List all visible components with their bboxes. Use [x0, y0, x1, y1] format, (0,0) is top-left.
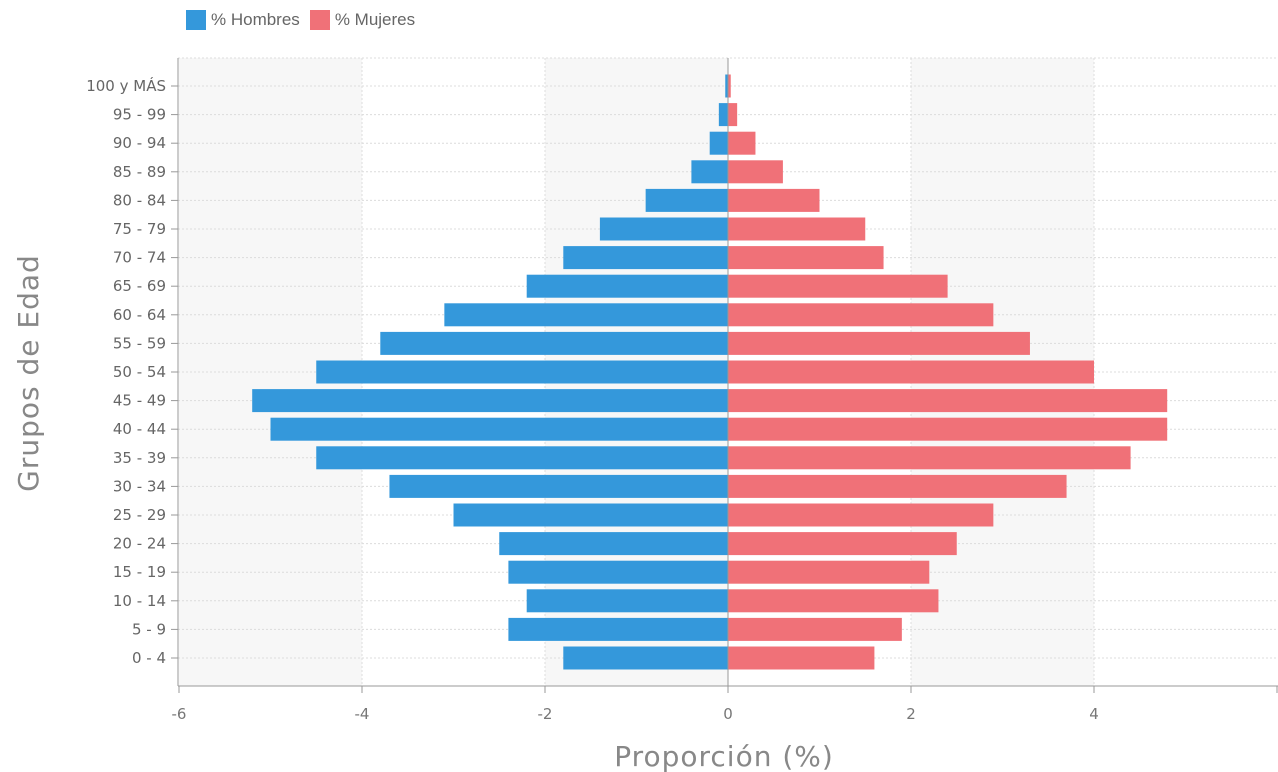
y-axis-title: Grupos de Edad	[12, 254, 45, 492]
bar-male	[563, 646, 728, 670]
bar-male	[453, 503, 728, 527]
bar-female	[728, 417, 1168, 441]
bar-female	[728, 503, 994, 527]
bar-female	[728, 560, 930, 584]
x-tick-label: -4	[355, 705, 370, 723]
legend-item-female[interactable]: % Mujeres	[309, 10, 416, 30]
bar-female	[728, 360, 1094, 384]
bar-female	[728, 103, 738, 127]
bar-female	[728, 617, 902, 641]
y-tick-label: 90 - 94	[113, 134, 166, 152]
bar-male	[316, 360, 728, 384]
bar-female	[728, 532, 957, 556]
bars	[252, 74, 1168, 670]
x-tick-label: 0	[723, 705, 733, 723]
y-tick-label: 100 y MÁS	[86, 76, 166, 95]
bar-female	[728, 474, 1067, 498]
legend-label-male: % Hombres	[211, 10, 300, 29]
bar-male	[691, 160, 728, 184]
bar-female	[728, 217, 866, 241]
y-tick-label: 40 - 44	[113, 420, 166, 438]
legend: % Hombres % Mujeres	[186, 10, 417, 30]
x-tick-labels: -6-4-20246	[172, 705, 1278, 723]
x-tick-label: 2	[906, 705, 916, 723]
y-tick-label: 95 - 99	[113, 106, 166, 124]
bar-female	[728, 188, 820, 212]
x-axis-title: Proporción (%)	[614, 740, 834, 772]
bar-male	[508, 560, 728, 584]
legend-swatch-male	[186, 10, 206, 30]
bar-female	[728, 331, 1030, 355]
bar-female	[728, 160, 783, 184]
y-tick-label: 10 - 14	[113, 592, 166, 610]
y-tick-label: 25 - 29	[113, 506, 166, 524]
bar-male	[718, 103, 728, 127]
bar-male	[526, 274, 728, 298]
y-tick-label: 75 - 79	[113, 220, 166, 238]
y-tick-label: 30 - 34	[113, 477, 166, 495]
y-tick-label: 60 - 64	[113, 306, 166, 324]
bar-male	[380, 331, 728, 355]
bar-male	[645, 188, 728, 212]
bar-female	[728, 303, 994, 327]
y-tick-label: 55 - 59	[113, 334, 166, 352]
y-tick-label: 15 - 19	[113, 563, 166, 581]
y-tick-label: 65 - 69	[113, 277, 166, 295]
bar-male	[709, 131, 728, 155]
bar-male	[499, 532, 728, 556]
bar-female	[728, 646, 875, 670]
bar-female	[728, 389, 1168, 413]
bar-male	[599, 217, 728, 241]
x-tick-label: -6	[172, 705, 187, 723]
legend-item-male[interactable]: % Hombres	[186, 10, 300, 30]
bar-male	[725, 74, 728, 98]
bar-male	[252, 389, 728, 413]
bar-male	[316, 446, 728, 470]
y-tick-label: 35 - 39	[113, 449, 166, 467]
y-tick-label: 20 - 24	[113, 535, 166, 553]
bar-female	[728, 446, 1131, 470]
bar-male	[389, 474, 728, 498]
bar-male	[270, 417, 728, 441]
y-tick-label: 85 - 89	[113, 163, 166, 181]
legend-swatch-female	[309, 10, 330, 30]
bar-male	[508, 617, 728, 641]
bar-female	[728, 246, 884, 270]
axes	[171, 58, 1278, 693]
legend-label-female: % Mujeres	[334, 10, 416, 29]
bar-male	[563, 246, 728, 270]
y-tick-label: 70 - 74	[113, 249, 166, 267]
x-tick-label: 4	[1089, 705, 1099, 723]
y-tick-label: 80 - 84	[113, 191, 166, 209]
bar-female	[728, 274, 948, 298]
bar-female	[728, 74, 731, 98]
y-tick-label: 50 - 54	[113, 363, 166, 381]
x-tick-label: -2	[538, 705, 553, 723]
bar-male	[526, 589, 728, 613]
y-tick-label: 5 - 9	[132, 620, 166, 638]
y-tick-label: 0 - 4	[132, 649, 166, 667]
bar-female	[728, 589, 939, 613]
bar-female	[728, 131, 756, 155]
bar-male	[444, 303, 728, 327]
y-tick-label: 45 - 49	[113, 392, 166, 410]
y-tick-labels: 0 - 4 5 - 9 10 - 14 15 - 19 20 - 24 25 - 29 30…	[86, 76, 166, 667]
